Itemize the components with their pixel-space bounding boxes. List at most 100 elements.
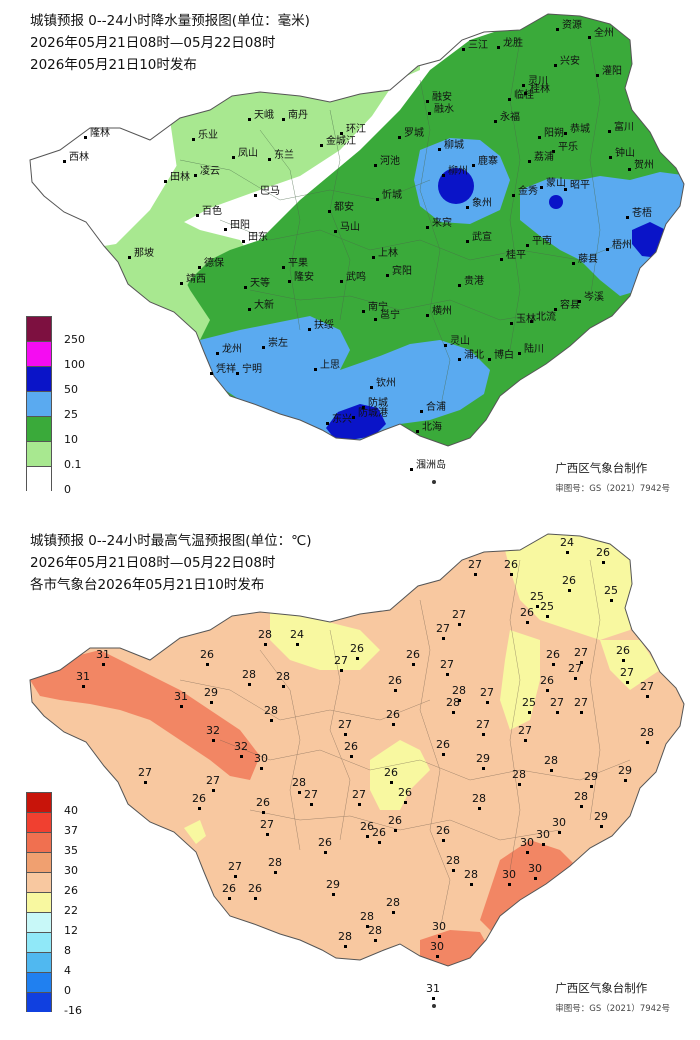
temperature-value-label: 27 [260,818,274,836]
temperature-value-label: 29 [594,810,608,828]
city-label: 都安 [328,198,354,213]
city-label: 陆川 [518,340,544,355]
temperature-value-label: 27 [518,724,532,742]
temp-legend-swatch [26,892,52,912]
city-label: 崇左 [262,334,288,349]
temperature-value-label: 26 [520,606,534,624]
city-label: 永福 [494,108,520,123]
temperature-value-label: 28 [640,726,654,744]
temperature-value-label: 27 [468,558,482,576]
city-label: 灵川 [522,72,548,87]
city-label: 富川 [608,118,634,133]
city-label: 龙胜 [497,34,523,49]
temperature-value-label: 29 [204,686,218,704]
temp-legend-label: 37 [64,824,78,837]
temperature-value-label: 28 [258,628,272,646]
temperature-value-label: 26 [398,786,412,804]
city-label: 桂平 [500,246,526,261]
temperature-value-label: 24 [290,628,304,646]
city-label: 融安 [426,88,452,103]
temp-legend-label: 0 [64,984,71,997]
temperature-value-label: 27 [228,860,242,878]
city-label: 鹿寨 [472,152,498,167]
city-label: 平南 [526,232,552,247]
city-label: 南丹 [282,106,308,121]
city-label: 兴安 [554,52,580,67]
city-label: 横州 [426,302,452,317]
temp-legend-label: 30 [64,864,78,877]
temp-period: 2026年05月21日08时—05月22日08时 [30,555,276,571]
temp-legend-swatch [26,992,52,1012]
temperature-value-label: 26 [504,558,518,576]
temperature-value-label: 28 [472,792,486,810]
city-label: 蒙山 [540,174,566,189]
city-label: 宾阳 [386,262,412,277]
city-label: 阳朔 [538,124,564,139]
temperature-value-label: 27 [440,658,454,676]
temperature-value-label: 28 [574,790,588,808]
city-label: 天等 [244,274,270,289]
precipitation-map [29,13,685,484]
temperature-value-label: 27 [550,696,564,714]
city-label: 罗城 [398,124,424,139]
precip-map-number: 审图号：GS（2021）7942号 [555,484,670,494]
city-label: 金城江 [320,132,356,147]
city-label: 武宣 [466,228,492,243]
temperature-value-label: 27 [206,774,220,792]
precip-legend-label: 250 [64,333,85,346]
temperature-value-label: 32 [206,724,220,742]
temperature-value-label: 29 [618,764,632,782]
temperature-value-label: 27 [640,680,654,698]
precip-period: 2026年05月21日08时—05月22日08时 [30,35,276,51]
city-label: 扶绥 [308,316,334,331]
temperature-value-label: 26 [350,642,364,660]
temp-map-number: 审图号：GS（2021）7942号 [555,1004,670,1014]
city-label: 平乐 [552,138,578,153]
temperature-value-label: 27 [138,766,152,784]
city-label: 龙州 [216,340,242,355]
temperature-value-label: 29 [584,770,598,788]
city-label: 涠洲岛 [410,456,446,471]
temperature-value-label: 27 [480,686,494,704]
city-label: 田东 [242,228,268,243]
temperature-value-label: 27 [352,788,366,806]
temperature-value-label: 31 [76,670,90,688]
city-label: 合浦 [420,398,446,413]
temperature-value-label: 26 [562,574,576,592]
city-label: 岑溪 [578,288,604,303]
temp-legend-swatch [26,832,52,852]
temp-legend-swatch [26,972,52,992]
temperature-value-label: 28 [446,696,460,714]
temperature-value-label: 26 [256,796,270,814]
city-label: 苍梧 [626,204,652,219]
temp-legend: 40 37 35 30 26 22 12 8 4 0 -16 [26,792,82,1017]
city-label: 容县 [554,296,580,311]
temperature-value-label: 30 [536,828,550,846]
temperature-value-label: 25 [530,590,544,608]
city-label: 西林 [63,148,89,163]
temp-legend-label: 22 [64,904,78,917]
temp-title: 城镇预报 0--24小时最高气温预报图(单位：℃) [30,533,312,549]
city-label: 百色 [196,202,222,217]
city-label: 上思 [314,356,340,371]
temperature-value-label: 26 [388,674,402,692]
temperature-value-label: 31 [174,690,188,708]
city-label: 钟山 [609,144,635,159]
temperature-value-label: 30 [528,862,542,880]
city-label: 全州 [588,24,614,39]
city-label: 贵港 [458,272,484,287]
precip-legend-swatch [26,366,52,391]
city-label: 防城 [362,394,388,409]
city-label: 防城港 [352,404,388,419]
temperature-value-label: 26 [546,648,560,666]
city-label: 靖西 [180,270,206,285]
city-label: 忻城 [376,186,402,201]
temperature-value-label: 31 [96,648,110,666]
city-label: 桂林 [524,80,550,95]
temp-issued: 各市气象台2026年05月21日10时发布 [30,577,265,593]
temperature-value-label: 26 [360,820,374,838]
city-label: 德保 [198,254,224,269]
temperature-value-label: 26 [318,836,332,854]
temperature-value-label: 28 [276,670,290,688]
temperature-value-label: 27 [574,696,588,714]
